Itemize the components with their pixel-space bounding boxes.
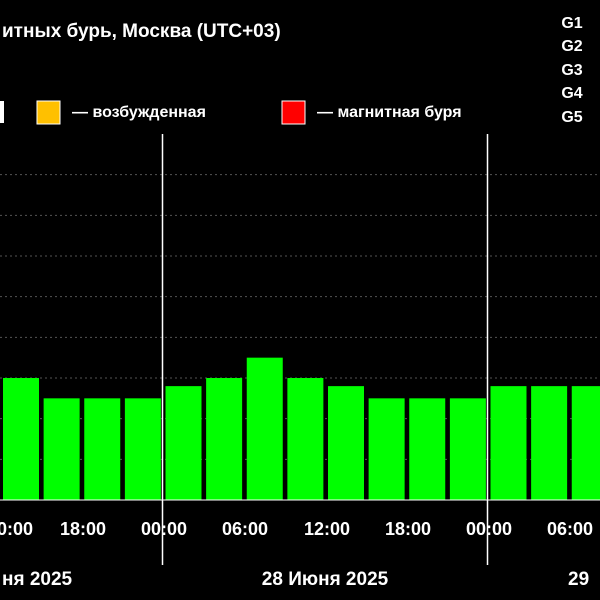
g-scale-label: G1 [561,15,582,32]
legend-swatch-bg [0,101,4,123]
day-separators [161,134,489,565]
kp-bar [165,386,202,500]
kp-bar [124,398,161,500]
date-label: 29 [568,569,589,590]
time-tick-label: 06:00 [547,519,593,539]
kp-bar [368,398,405,500]
date-label: ня 2025 [2,569,73,590]
kp-bar [449,398,486,500]
legend-label: — возбужденная [72,104,206,121]
time-tick-label: 12:00 [304,519,350,539]
legend-swatch [36,100,61,125]
kp-bar [490,386,527,500]
kp-bar [3,378,39,500]
kp-bar [206,378,243,500]
kp-bar [571,386,600,500]
g-scale-label: G5 [561,109,582,126]
kp-bar [531,386,568,500]
legend-label: — магнитная буря [317,104,462,121]
time-tick-label: 18:00 [385,519,431,539]
g-scale: G1 G2 G3 G4 G5 [561,15,582,126]
legend-swatch [281,100,306,125]
time-tick-label: 00:00 [466,519,512,539]
kp-bar [43,398,80,500]
kp-bar [409,398,446,500]
g-scale-label: G3 [561,62,582,79]
time-tick-label: 00:00 [141,519,187,539]
time-tick-label: 00:00 [0,519,33,539]
kp-bar [246,357,283,500]
time-tick-label: 18:00 [60,519,106,539]
time-ticks: 00:00 18:00 00:00 06:00 12:00 18:00 00:0… [0,519,593,539]
kp-bar [328,386,364,500]
legend: — возбужденная — магнитная буря [0,100,462,125]
kp-bar [84,398,121,500]
bars [3,357,600,500]
date-label: 28 Июня 2025 [262,569,389,590]
kp-bar [287,378,324,500]
date-labels: ня 2025 28 Июня 2025 29 [2,569,589,590]
chart-title: итных бурь, Москва (UTC+03) [2,21,281,42]
g-scale-label: G2 [561,38,582,55]
time-tick-label: 06:00 [222,519,268,539]
g-scale-label: G4 [561,85,582,102]
